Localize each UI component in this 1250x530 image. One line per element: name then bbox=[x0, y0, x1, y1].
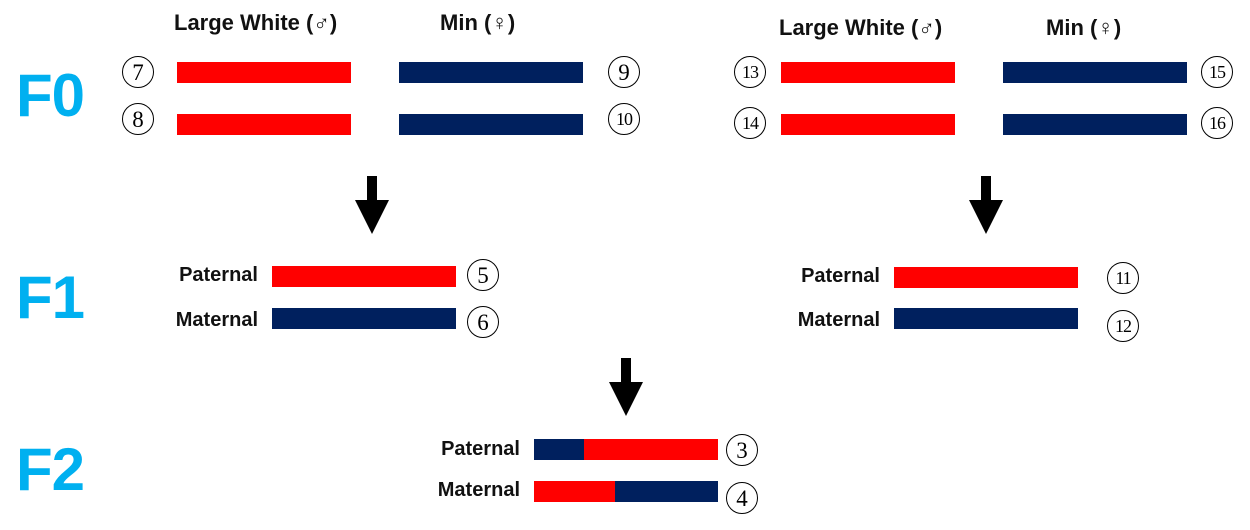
down-arrow-icon bbox=[609, 358, 643, 418]
f0-left-sire-id-2: 8 bbox=[122, 103, 154, 135]
f0-right-sire-chromosome-1 bbox=[781, 62, 955, 83]
f0-left-sire-chromosome-1 bbox=[177, 62, 351, 83]
f0-left-dam-chromosome-2 bbox=[399, 114, 583, 135]
f0-left-dam-id-2: 10 bbox=[608, 103, 640, 135]
f1-right-maternal-id: 12 bbox=[1107, 310, 1139, 342]
f2-maternal-id: 4 bbox=[726, 482, 758, 514]
f1-left-maternal-id: 6 bbox=[467, 306, 499, 338]
f2-paternal-label: Paternal bbox=[441, 438, 520, 460]
down-arrow-icon bbox=[969, 176, 1003, 236]
f1-right-paternal-label: Paternal bbox=[801, 265, 880, 287]
f2-paternal-id: 3 bbox=[726, 434, 758, 466]
f2-maternal-segment-red bbox=[534, 481, 615, 502]
f2-maternal-segment-navy bbox=[614, 481, 718, 502]
generation-label-f1: F1 bbox=[16, 264, 85, 331]
f0-left-dam-id-1: 9 bbox=[608, 56, 640, 88]
f2-maternal-label: Maternal bbox=[437, 479, 520, 501]
f0-right-sire-id-2: 14 bbox=[734, 107, 766, 139]
f0-right-dam-chromosome-1 bbox=[1003, 62, 1187, 83]
generation-label-f2: F2 bbox=[16, 436, 85, 503]
f1-left-maternal-chromosome bbox=[272, 308, 456, 329]
f2-paternal-chromosome bbox=[534, 439, 718, 460]
f0-left-dam-chromosome-1 bbox=[399, 62, 583, 83]
down-arrow-icon bbox=[355, 176, 389, 236]
f0-right-dam-id-1: 15 bbox=[1201, 56, 1233, 88]
f0-right-dam-chromosome-2 bbox=[1003, 114, 1187, 135]
f0-right-dam-header: Min (♀) bbox=[1046, 15, 1122, 40]
f1-right-paternal-chromosome bbox=[894, 267, 1078, 288]
f0-left-sire-header: Large White (♂) bbox=[174, 10, 338, 35]
f0-right-sire-chromosome-2 bbox=[781, 114, 955, 135]
f0-left-sire-id-1: 7 bbox=[122, 56, 154, 88]
f0-right-dam-id-2: 16 bbox=[1201, 107, 1233, 139]
f2-paternal-segment-red bbox=[583, 439, 718, 460]
f1-right-maternal-label: Maternal bbox=[797, 309, 880, 331]
f2-maternal-chromosome bbox=[534, 481, 718, 502]
f0-left-dam-header: Min (♀) bbox=[440, 10, 516, 35]
f2-paternal-segment-navy bbox=[534, 439, 584, 460]
f1-left-maternal-label: Maternal bbox=[175, 309, 258, 331]
f1-left-paternal-chromosome bbox=[272, 266, 456, 287]
f1-left-paternal-id: 5 bbox=[467, 259, 499, 291]
f0-right-sire-id-1: 13 bbox=[734, 56, 766, 88]
f1-right-paternal-id: 11 bbox=[1107, 262, 1139, 294]
f0-right-sire-header: Large White (♂) bbox=[779, 15, 943, 40]
f1-right-maternal-chromosome bbox=[894, 308, 1078, 329]
generation-label-f0: F0 bbox=[16, 62, 85, 129]
f0-left-sire-chromosome-2 bbox=[177, 114, 351, 135]
f1-left-paternal-label: Paternal bbox=[179, 264, 258, 286]
